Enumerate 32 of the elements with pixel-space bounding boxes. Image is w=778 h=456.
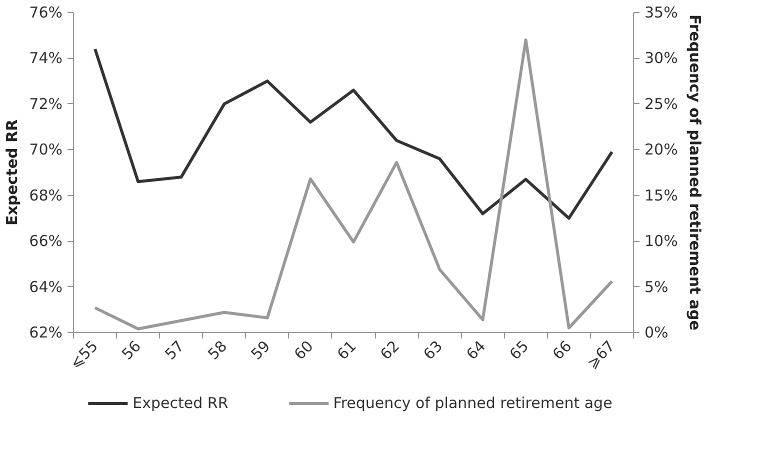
x-tick-label: 66: [549, 337, 576, 364]
y-tick-label: 74%: [29, 49, 63, 68]
x-tick-label: 62: [376, 337, 403, 364]
x-tick-label: 64: [462, 337, 490, 364]
y-tick-label: 62%: [29, 324, 63, 342]
y2-tick-label: 25%: [644, 94, 678, 113]
y2-tick-label: 10%: [644, 232, 678, 250]
y-tick-label: 70%: [29, 140, 63, 159]
x-tick-label: 56: [118, 337, 144, 364]
y2-tick-label: 5%: [644, 278, 668, 296]
legend-label: Frequency of planned retirement age: [333, 394, 612, 412]
y2-tick-label: 35%: [644, 4, 678, 22]
y-tick-label: 64%: [29, 278, 63, 296]
y2-tick-label: 15%: [644, 186, 678, 204]
y2-tick-label: 20%: [644, 140, 678, 159]
y-axis-title: Expected RR: [3, 118, 22, 226]
y-tick-label: 68%: [29, 186, 63, 204]
x-tick-label: 63: [420, 337, 446, 364]
y2-axis-title: Frequency of planned retirement age: [686, 14, 704, 330]
x-tick-label: 60: [290, 337, 317, 364]
x-tick-label: 61: [334, 337, 360, 364]
x-tick-label: 59: [247, 337, 274, 364]
y-tick-label: 66%: [29, 232, 63, 250]
y-tick-label: 72%: [29, 94, 63, 113]
line-series: [94, 48, 614, 220]
y2-tick-label: 0%: [644, 324, 668, 342]
y2-tick-label: 30%: [644, 49, 678, 68]
legend-label: Expected RR: [132, 394, 228, 412]
x-tick-label: 57: [161, 337, 188, 364]
x-tick-label: 58: [204, 337, 231, 364]
x-tick-label: 65: [506, 337, 532, 364]
y-tick-label: 76%: [29, 4, 63, 22]
